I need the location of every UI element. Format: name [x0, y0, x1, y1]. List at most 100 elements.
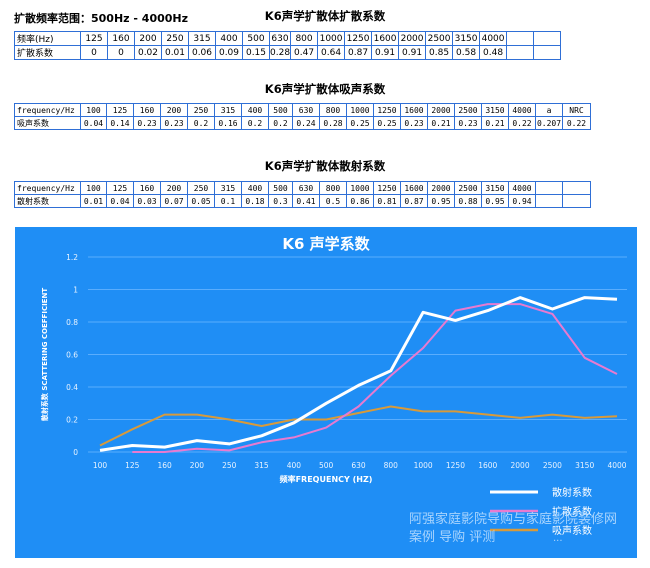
- legend-label: 吸声系数: [552, 524, 592, 537]
- absorption-table-title: K6声学扩散体吸声系数: [264, 82, 386, 96]
- x-tick-label: 1600: [478, 461, 497, 470]
- frequency-cell: 2500: [454, 103, 482, 117]
- acoustic-coefficient-chart: K6 声学系数 0 0.2 0.4 0.6 0.8 1 1.2 100 125 160 200 250 3…: [15, 227, 637, 558]
- value-cell: 0.07: [160, 194, 188, 208]
- chart-svg: K6 声学系数 0 0.2 0.4 0.6 0.8 1 1.2 100 125 160 200 250 3…: [40, 235, 627, 545]
- frequency-cell: 250: [161, 31, 189, 46]
- value-cell: 0.25: [373, 116, 401, 130]
- value-cell: 0.23: [133, 116, 161, 130]
- x-tick-label: 2000: [511, 461, 530, 470]
- frequency-cell: 630: [268, 31, 292, 46]
- frequency-cell: 250: [187, 181, 215, 195]
- legend-label: 散射系数: [552, 486, 592, 499]
- legend-label: 扩散系数: [552, 505, 592, 518]
- value-cell: [506, 45, 535, 60]
- series-line-diffusion: [132, 303, 618, 453]
- x-tick-label: 500: [319, 461, 334, 470]
- x-tick-label: 100: [93, 461, 108, 470]
- x-axis-label: 频率FREQUENCY (HZ): [280, 474, 373, 484]
- value-cell: 0.1: [214, 194, 242, 208]
- y-tick-label: 0.8: [66, 318, 78, 327]
- value-cell: 0.09: [215, 45, 243, 60]
- value-cell: 0.01: [80, 194, 107, 208]
- value-cell: 0: [80, 45, 108, 60]
- frequency-cell: 3150: [481, 103, 509, 117]
- table-row-scattering: 散射系数 0.01 0.04 0.03 0.07 0.05 0.1 0.18 0.3 0.41 0…: [14, 194, 591, 208]
- x-tick-label: 125: [125, 461, 140, 470]
- value-cell: 0.05: [187, 194, 215, 208]
- y-tick-label: 0: [73, 448, 78, 457]
- table-row-absorption: 吸声系数 0.04 0.14 0.23 0.23 0.2 0.16 0.2 0.2 0.24 0.…: [14, 116, 591, 130]
- value-cell: 0.01: [161, 45, 189, 60]
- value-cell: 0.24: [292, 116, 320, 130]
- frequency-cell: [535, 181, 563, 195]
- value-cell: 0.21: [427, 116, 455, 130]
- x-tick-label: 630: [351, 461, 366, 470]
- value-cell: 0.28: [319, 116, 347, 130]
- value-cell: 0.2: [187, 116, 215, 130]
- value-cell: 0.14: [106, 116, 134, 130]
- watermark-url: ...: [553, 533, 563, 544]
- value-cell: [535, 194, 563, 208]
- diffusion-coefficient-table: 频率(Hz) 125 160 200 250 315 400 500 630 800 1000 12…: [14, 31, 562, 60]
- frequency-cell: 2000: [398, 31, 427, 46]
- value-cell: 0.58: [452, 45, 481, 60]
- frequency-cell: 100: [80, 103, 107, 117]
- frequency-cell: 800: [319, 181, 347, 195]
- value-cell: 0.95: [427, 194, 455, 208]
- value-cell: 0.03: [133, 194, 161, 208]
- frequency-range-label: 扩散频率范围：500Hz - 4000Hz: [14, 12, 189, 25]
- frequency-cell: 630: [292, 103, 320, 117]
- frequency-cell: 4000: [508, 103, 536, 117]
- frequency-cell: 400: [215, 31, 243, 46]
- frequency-cell: 1600: [371, 31, 400, 46]
- x-tick-label: 3150: [575, 461, 594, 470]
- frequency-cell: 3150: [481, 181, 509, 195]
- value-cell: 0: [107, 45, 135, 60]
- absorption-coefficient-table: frequency/Hz 100 125 160 200 250 315 400 500 630…: [14, 103, 591, 130]
- frequency-cell: 500: [268, 103, 293, 117]
- frequency-cell: 800: [319, 103, 347, 117]
- frequency-cell: 1000: [346, 103, 374, 117]
- value-cell: 0.3: [268, 194, 293, 208]
- y-tick-label: 0.2: [66, 416, 78, 425]
- value-cell: 0.86: [346, 194, 374, 208]
- frequency-cell: 125: [106, 103, 134, 117]
- frequency-cell: 4000: [479, 31, 508, 46]
- y-tick-label: 0.4: [66, 383, 78, 392]
- series-line-scattering: [99, 296, 618, 452]
- row-header-diffusion: 扩散系数: [14, 45, 81, 60]
- frequency-cell: 630: [292, 181, 320, 195]
- frequency-cell: 250: [187, 103, 215, 117]
- frequency-cell: 200: [134, 31, 162, 46]
- frequency-cell: 160: [107, 31, 135, 46]
- y-tick-label: 1: [73, 286, 78, 295]
- y-axis-label: 散射系数 SCATTERING COEFFICIENT: [40, 288, 49, 421]
- value-cell: 0.87: [344, 45, 373, 60]
- frequency-cell: 400: [241, 181, 269, 195]
- series-line-absorption: [99, 405, 618, 447]
- frequency-cell: [506, 31, 535, 46]
- x-tick-label: 315: [254, 461, 269, 470]
- frequency-cell: 1250: [344, 31, 373, 46]
- value-cell: 0.15: [242, 45, 270, 60]
- frequency-cell: [533, 31, 562, 46]
- watermark-line2: 案例 导购 评测: [409, 529, 495, 545]
- frequency-cell: 1250: [373, 181, 401, 195]
- frequency-cell: 500: [242, 31, 270, 46]
- value-cell: 0.87: [400, 194, 428, 208]
- frequency-cell: 125: [106, 181, 134, 195]
- row-header-frequency: 频率(Hz): [14, 31, 81, 46]
- frequency-cell: 315: [188, 31, 216, 46]
- frequency-cell: 200: [160, 103, 188, 117]
- value-cell: 0.04: [106, 194, 134, 208]
- value-cell: 0.47: [290, 45, 319, 60]
- watermark-line1: 阿强家庭影院导购与家庭影院装修网: [409, 511, 617, 527]
- frequency-cell: 2000: [427, 181, 455, 195]
- value-cell: 0.28: [268, 45, 292, 60]
- x-tick-label: 2500: [543, 461, 562, 470]
- table-row-frequency: frequency/Hz 100 125 160 200 250 315 400 500 630…: [14, 103, 591, 117]
- x-tick-label: 1000: [414, 461, 433, 470]
- frequency-cell: 2500: [454, 181, 482, 195]
- y-tick-label: 1.2: [66, 253, 78, 262]
